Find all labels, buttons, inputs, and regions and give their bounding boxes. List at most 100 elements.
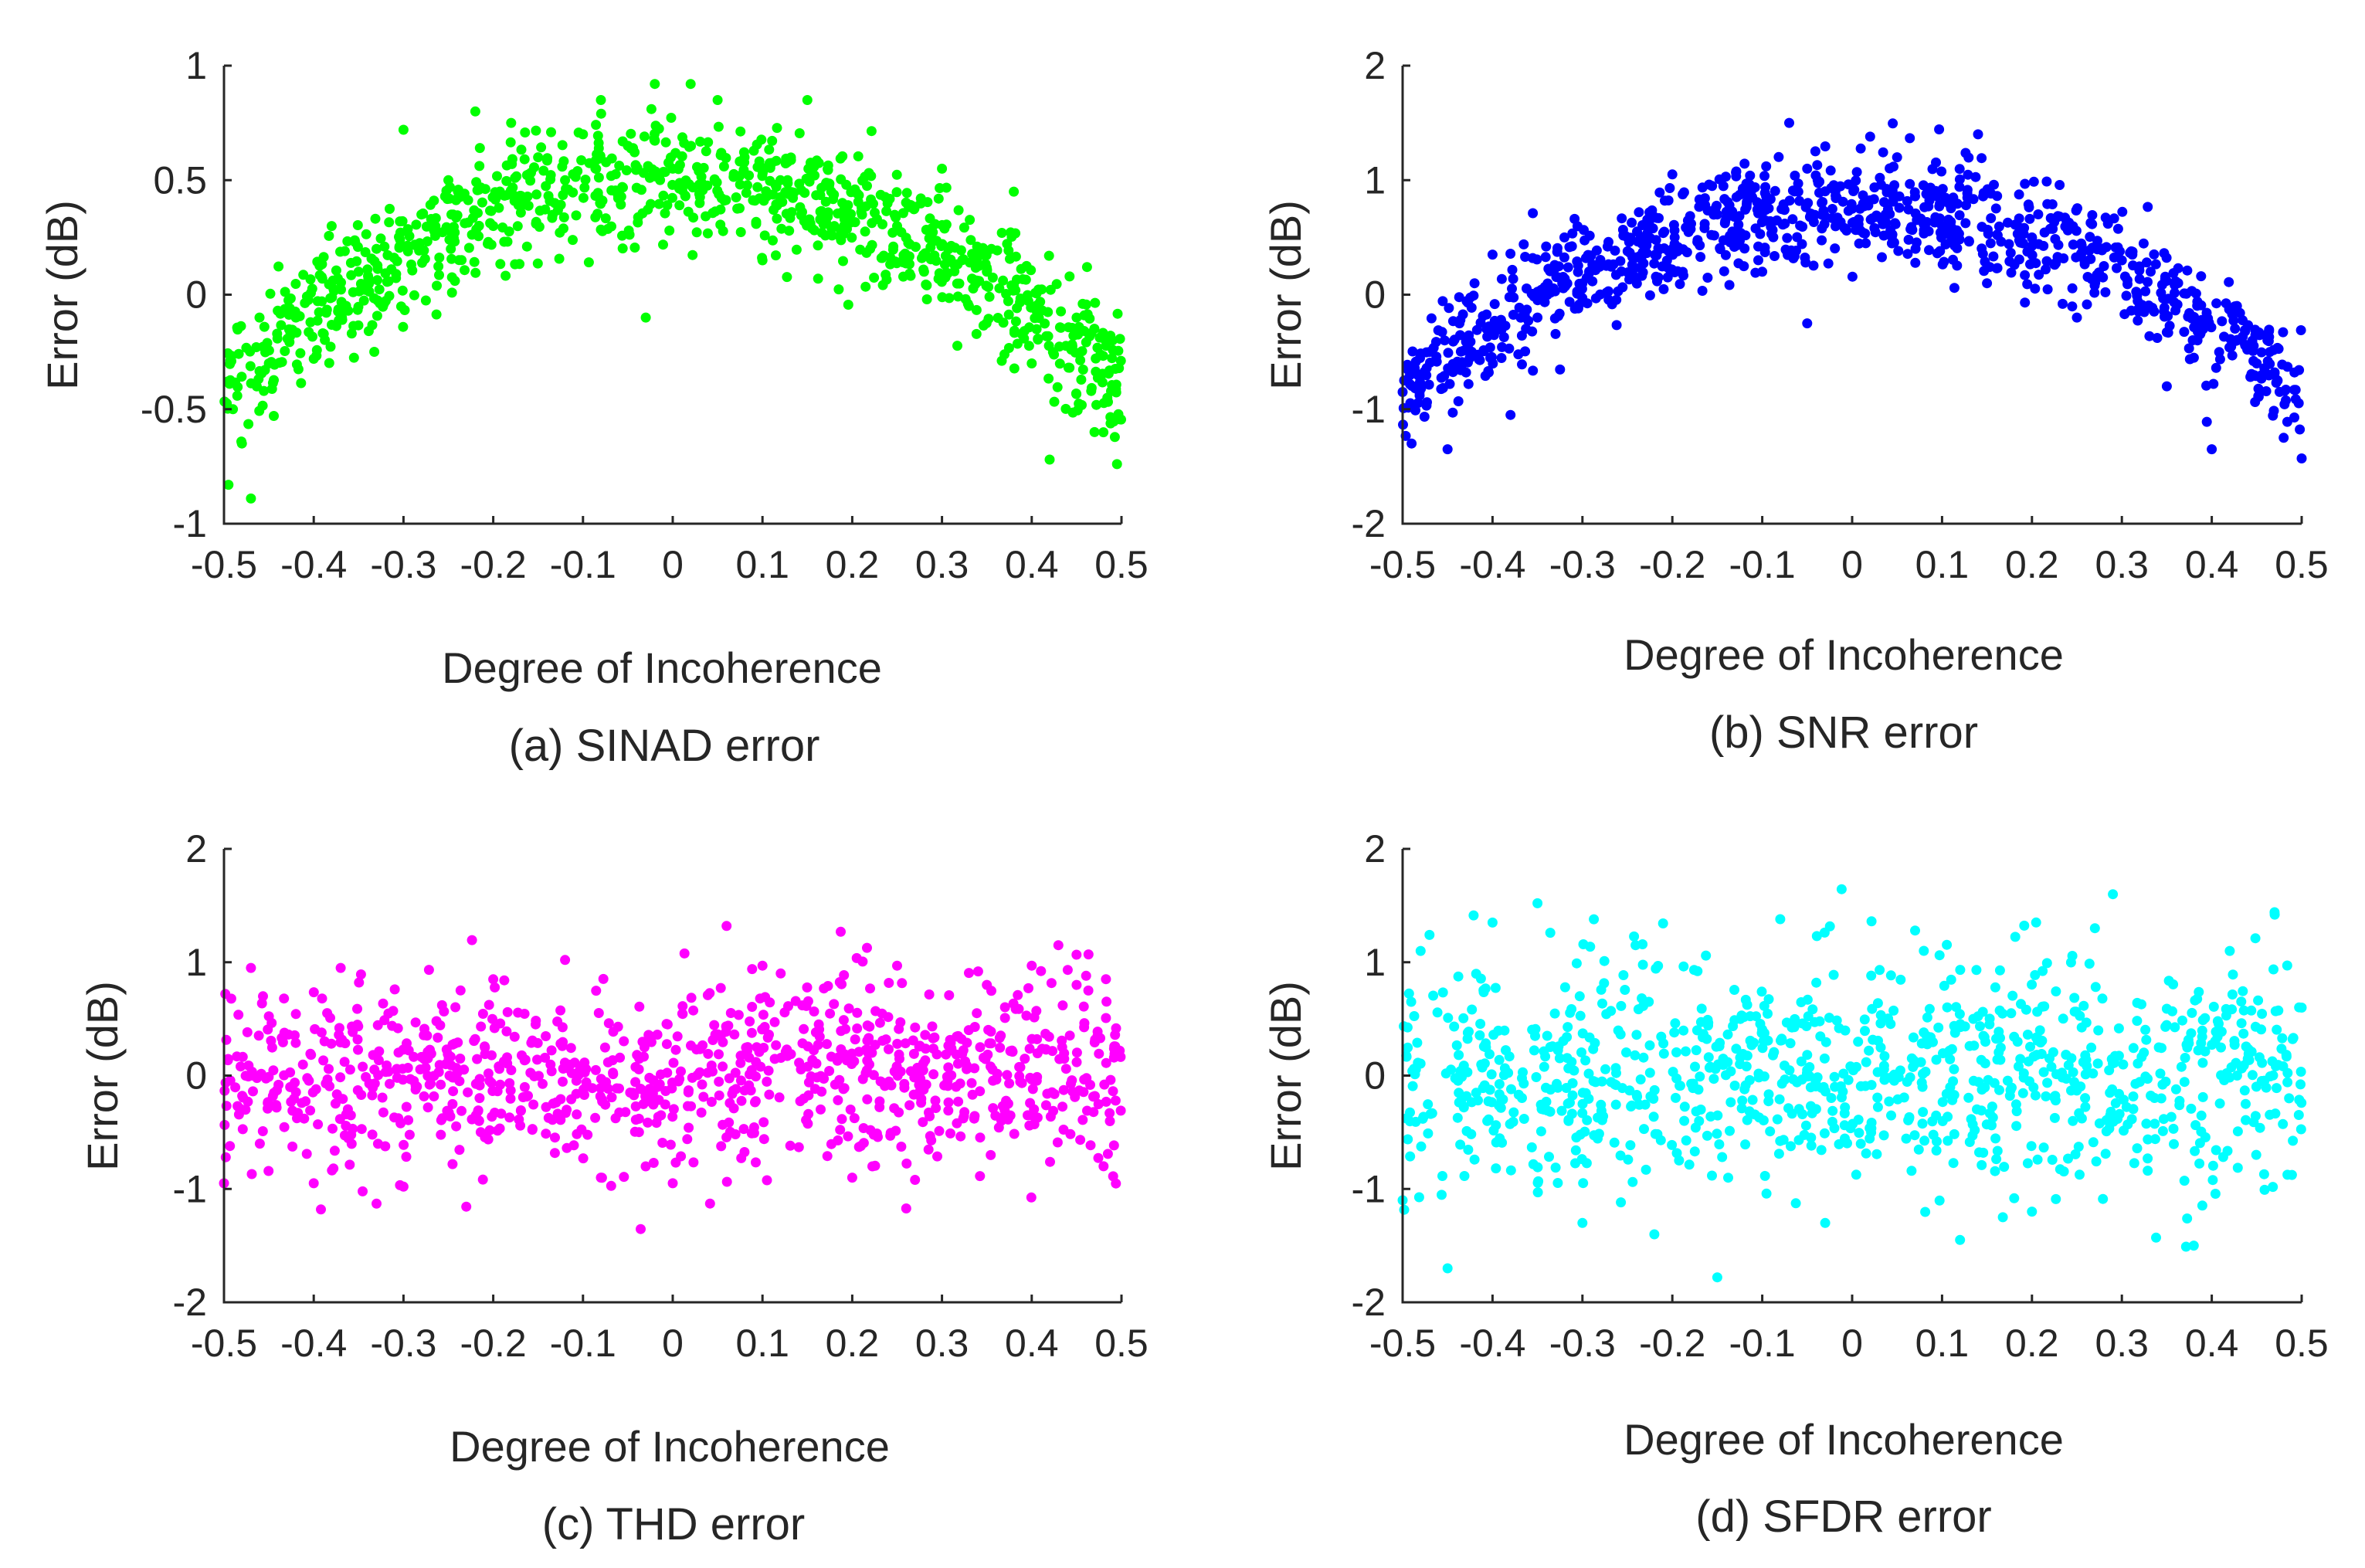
data-point (2089, 923, 2100, 934)
data-point (694, 1067, 705, 1078)
data-point (1920, 1207, 1931, 1217)
data-point (582, 1129, 593, 1140)
data-point (2028, 176, 2039, 187)
data-point (2010, 219, 2021, 230)
data-point (301, 1149, 312, 1159)
data-point (1839, 222, 1850, 233)
data-point (1712, 209, 1722, 220)
data-point (741, 188, 752, 199)
data-point (2067, 951, 2078, 961)
data-point (2066, 1085, 2076, 1096)
data-point (2224, 945, 2235, 956)
data-point (2108, 889, 2119, 900)
data-point (273, 261, 284, 272)
data-point (220, 1152, 231, 1162)
data-point (758, 1134, 769, 1145)
data-point (1800, 202, 1811, 212)
data-point (687, 249, 698, 260)
data-point (314, 307, 324, 317)
data-point (2114, 1108, 2125, 1119)
data-point (353, 301, 364, 312)
data-point (2032, 1006, 2043, 1017)
data-point (658, 190, 669, 201)
data-point (446, 243, 456, 254)
data-point (1532, 1162, 1543, 1173)
x-tick-label: 0.3 (915, 543, 969, 586)
data-point (864, 168, 874, 178)
data-point (1065, 1128, 1076, 1139)
y-tick-label: 0 (1364, 1054, 1386, 1098)
data-point (1719, 266, 1729, 277)
data-point (1934, 124, 1945, 134)
data-point (2073, 1142, 2084, 1152)
data-point (1804, 212, 1815, 222)
data-point (1423, 379, 1434, 390)
data-point (908, 1035, 918, 1046)
data-point (584, 158, 595, 168)
data-point (891, 187, 902, 198)
data-point (1539, 297, 1550, 307)
data-point (723, 1020, 734, 1031)
data-point (2128, 1104, 2139, 1115)
data-point (656, 1069, 666, 1080)
data-point (1901, 1133, 1912, 1144)
data-point (825, 1008, 836, 1019)
data-point (447, 1159, 458, 1169)
data-point (1450, 1073, 1461, 1084)
xlabel-c: Degree of Incoherence (450, 1422, 890, 1471)
data-point (1620, 985, 1630, 995)
data-point (745, 1085, 756, 1096)
data-point (392, 256, 402, 266)
data-point (653, 199, 664, 209)
data-point (1817, 209, 1827, 220)
data-point (1546, 1084, 1556, 1095)
data-point (1405, 1151, 1416, 1162)
data-point (670, 1044, 681, 1055)
data-point (346, 1139, 357, 1149)
data-point (1742, 1115, 1753, 1125)
data-point (800, 217, 811, 227)
data-point (2017, 1088, 2028, 1098)
data-point (1518, 1114, 1529, 1124)
data-point (1878, 230, 1889, 241)
data-point (409, 290, 419, 300)
data-point (372, 1198, 382, 1209)
data-point (1622, 232, 1633, 243)
data-point (774, 1092, 785, 1103)
data-point (901, 1158, 912, 1169)
data-point (867, 1161, 877, 1172)
data-point (1083, 985, 1094, 996)
data-point (1064, 271, 1075, 282)
x-tick-label: -0.3 (370, 543, 436, 586)
data-point (920, 1055, 931, 1066)
data-point (1976, 1054, 1987, 1065)
data-point (1885, 163, 1895, 174)
data-point (1810, 146, 1820, 157)
data-point (988, 1103, 999, 1114)
data-point (1742, 1050, 1753, 1061)
data-point (762, 1076, 772, 1087)
data-point (283, 1029, 294, 1040)
data-point (494, 202, 504, 213)
data-point (793, 1142, 804, 1152)
data-point (515, 1105, 526, 1116)
data-point (2023, 1056, 2034, 1067)
data-point (1081, 262, 1092, 273)
data-point (1513, 1089, 1524, 1100)
data-point (2041, 264, 2051, 275)
data-point (891, 1061, 902, 1072)
data-point (1461, 296, 1472, 307)
data-point (269, 1088, 280, 1098)
data-point (910, 1175, 921, 1185)
data-point (416, 209, 427, 220)
data-point (712, 95, 723, 105)
data-point (2110, 1098, 2121, 1108)
data-point (2201, 307, 2212, 318)
data-point (1902, 1077, 1912, 1087)
data-point (600, 1099, 611, 1110)
data-point (868, 199, 878, 209)
data-point (1046, 978, 1057, 989)
data-point (1681, 247, 1692, 258)
data-point (868, 1070, 879, 1081)
data-point (943, 1097, 954, 1108)
